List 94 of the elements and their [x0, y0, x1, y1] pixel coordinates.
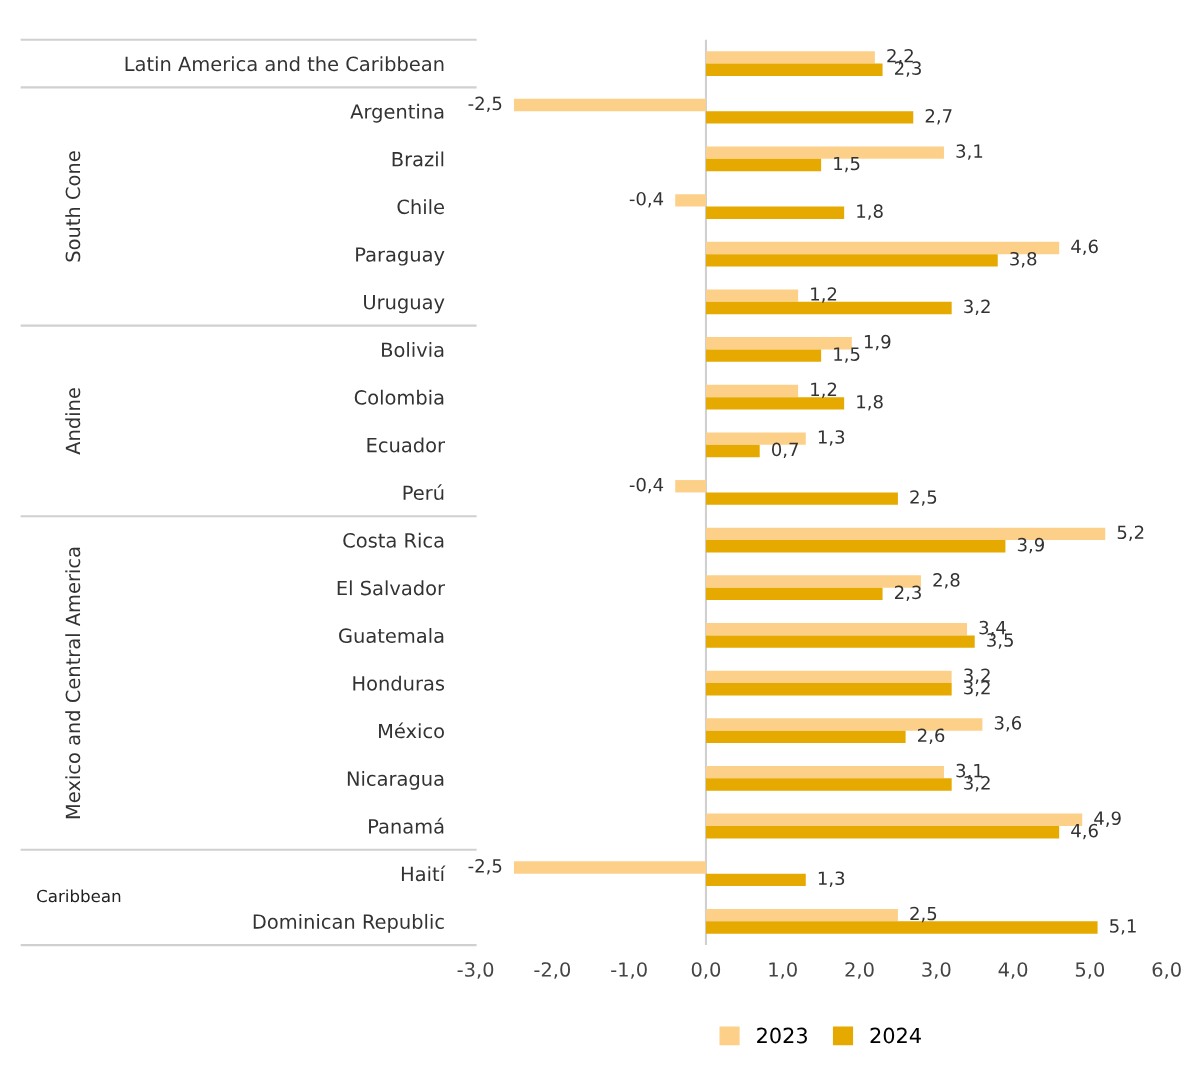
- bar: [705, 587, 883, 601]
- bar: [705, 765, 944, 779]
- bar: [675, 194, 706, 207]
- y-tick-label: Nicaragua: [347, 770, 444, 790]
- bar: [705, 873, 806, 887]
- data-label: 2,8: [933, 573, 960, 589]
- y-tick-label: Guatemala: [339, 628, 444, 644]
- data-label: 5,2: [1117, 525, 1144, 541]
- y-tick-label: Chile: [397, 199, 444, 215]
- x-tick-label: 0,0: [691, 962, 721, 979]
- data-label: 3,8: [1010, 251, 1037, 268]
- y-tick-label: Paraguay: [356, 247, 445, 266]
- y-tick-label: Panamá: [369, 817, 444, 834]
- data-label: 2,3: [894, 585, 921, 602]
- bar: [705, 670, 952, 684]
- text: Caribbean: [37, 889, 121, 903]
- y-tick-label: Perú: [403, 484, 444, 501]
- y-tick-label: Honduras: [353, 675, 445, 691]
- bar: [705, 540, 1006, 553]
- bar: [705, 158, 822, 172]
- bar: [705, 51, 875, 64]
- bar: [705, 111, 914, 124]
- data-label: 4,6: [1071, 239, 1098, 256]
- data-label: 1,2: [811, 382, 837, 399]
- bar: [705, 825, 1060, 839]
- bar: [705, 635, 975, 648]
- data-label: 1,8: [857, 394, 883, 411]
- data-label: 5,1: [1110, 919, 1136, 935]
- bar: [705, 63, 883, 76]
- data-label: 1,9: [864, 334, 891, 351]
- bar: [705, 349, 822, 362]
- data-label: -0,4: [629, 477, 664, 494]
- x-tick-label: -2,0: [534, 962, 571, 979]
- y-tick-label: Bolivia: [382, 342, 444, 358]
- data-label: 1,3: [818, 871, 845, 887]
- y-tick-label: Latin America and the Caribbean: [125, 56, 444, 72]
- bar: [675, 480, 706, 493]
- bar: [705, 730, 906, 744]
- data-label: -2,5: [468, 859, 502, 875]
- y-tick-label: Dominican Republic: [253, 913, 444, 933]
- y-tick-label: El Salvador: [337, 580, 446, 596]
- data-label: 3,6: [994, 716, 1022, 732]
- data-label: 1,8: [857, 204, 883, 220]
- legend-label: 2024: [870, 1027, 921, 1044]
- x-tick-label: -3,0: [457, 962, 494, 979]
- bar: [513, 98, 706, 112]
- data-label: 3,9: [1017, 537, 1044, 554]
- bar: [705, 908, 898, 922]
- bar: [705, 289, 799, 302]
- data-label: 3,1: [956, 144, 983, 160]
- legend-label: 2023: [757, 1027, 807, 1044]
- y-tick-label: Ecuador: [367, 437, 446, 453]
- bar: [513, 861, 706, 874]
- data-label: 1,2: [811, 287, 837, 303]
- bar: [705, 397, 845, 410]
- y-tick-label: México: [379, 722, 444, 739]
- x-tick-label: 3,0: [922, 962, 951, 979]
- data-label: -2,5: [468, 96, 502, 113]
- text: Mexico and Central America: [65, 547, 81, 819]
- data-label: 1,3: [818, 430, 845, 446]
- bar: [705, 301, 952, 315]
- bar: [705, 492, 898, 505]
- y-tick-label: Colombia: [354, 389, 444, 405]
- bar: [705, 206, 845, 219]
- data-label: -0,4: [629, 191, 664, 208]
- x-tick-label: 4,0: [998, 962, 1028, 979]
- y-tick-label: Haití: [401, 865, 446, 882]
- x-tick-label: 2,0: [845, 962, 874, 979]
- x-tick-label: 5,0: [1075, 962, 1105, 979]
- text: Andine: [65, 388, 81, 455]
- y-tick-label: Costa Rica: [343, 532, 444, 548]
- bar: [705, 254, 998, 267]
- data-label: 2,5: [910, 490, 937, 506]
- bar: [705, 622, 968, 636]
- x-tick-label: 6,0: [1152, 962, 1181, 979]
- y-tick-label: Brazil: [392, 151, 444, 167]
- bar: [705, 921, 1098, 934]
- bar: [705, 683, 952, 696]
- data-label: 2,5: [910, 906, 937, 923]
- data-label: 0,7: [772, 442, 798, 459]
- data-label: 2,7: [925, 108, 952, 125]
- data-label: 1,5: [834, 156, 860, 173]
- x-tick-label: -1,0: [611, 962, 647, 979]
- data-label: 3,2: [964, 299, 990, 316]
- bar: [705, 778, 952, 791]
- x-tick-label: 1,0: [769, 962, 797, 979]
- data-label: 2,6: [918, 728, 945, 744]
- bar: [705, 384, 799, 398]
- y-tick-label: Uruguay: [364, 295, 445, 314]
- bar: [705, 444, 760, 458]
- y-tick-label: Argentina: [350, 103, 444, 123]
- data-label: 1,5: [834, 347, 860, 363]
- text: South Cone: [65, 151, 81, 262]
- bar: [705, 146, 944, 159]
